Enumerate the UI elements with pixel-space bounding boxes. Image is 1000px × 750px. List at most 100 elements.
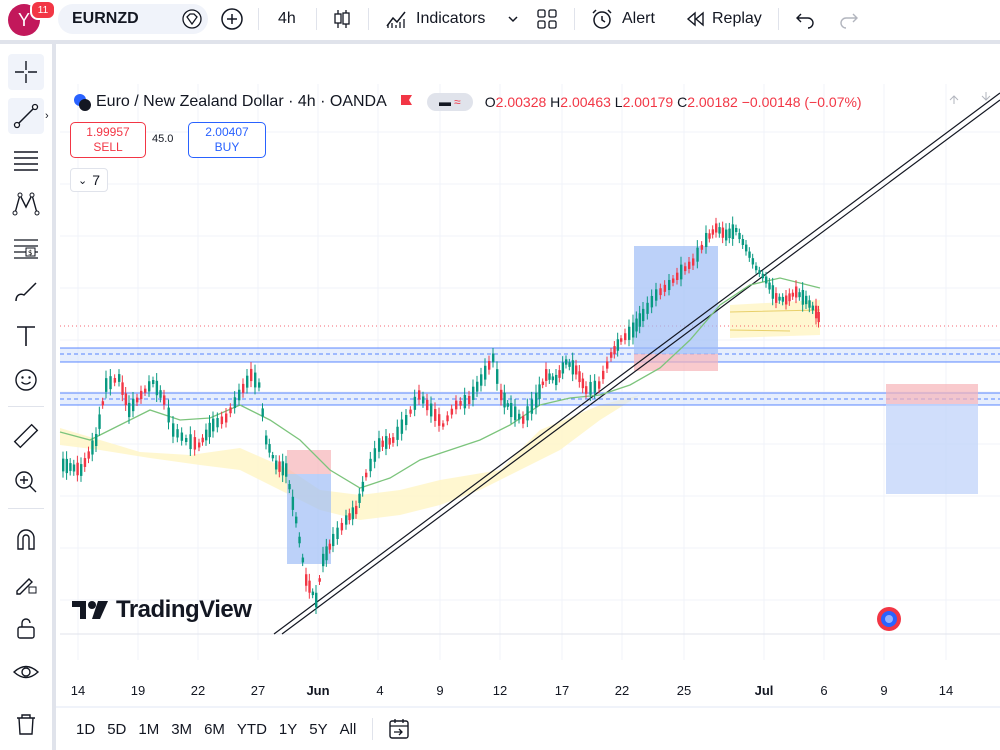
unlock-icon bbox=[17, 618, 35, 639]
magnet-tool[interactable] bbox=[8, 522, 44, 558]
time-label: 17 bbox=[554, 683, 570, 698]
indicators-label: Indicators bbox=[416, 10, 486, 27]
cloud-band bbox=[60, 395, 640, 520]
sell-label: SELL bbox=[93, 140, 123, 154]
arrow-down-icon[interactable] bbox=[981, 92, 991, 101]
resistance-zone bbox=[60, 348, 1000, 362]
forecast-tool[interactable]: $ bbox=[8, 230, 44, 266]
chart-legend: Euro / New Zealand Dollar · 4h · OANDA ▬… bbox=[72, 92, 862, 112]
brush-tool[interactable] bbox=[8, 274, 44, 310]
trend-line-icon bbox=[13, 103, 39, 129]
delete-tool[interactable] bbox=[8, 706, 44, 742]
time-label: 4 bbox=[376, 683, 384, 698]
flag-icon[interactable] bbox=[399, 94, 413, 110]
pattern-tool[interactable] bbox=[8, 186, 44, 222]
range-bar: 1D 5D 1M 3M 6M YTD 1Y 5Y All bbox=[56, 708, 1000, 750]
replay-button[interactable]: Replay bbox=[684, 4, 762, 34]
time-label: 12 bbox=[492, 683, 508, 698]
target-box-2 bbox=[634, 246, 718, 354]
undo-icon bbox=[796, 13, 814, 29]
chevron-down-icon: ⌄ bbox=[77, 174, 88, 187]
tv-logo-icon bbox=[72, 601, 108, 619]
crosshair-tool[interactable] bbox=[8, 54, 44, 90]
time-label: 25 bbox=[676, 683, 692, 698]
range-3m[interactable]: 3M bbox=[171, 720, 193, 738]
emoji-tool[interactable] bbox=[8, 362, 44, 398]
arrow-up-icon[interactable] bbox=[949, 95, 959, 104]
range-5d[interactable]: 5D bbox=[107, 720, 127, 738]
symbol-title: Euro / New Zealand Dollar · 4h · OANDA bbox=[96, 93, 387, 110]
indicators-icon bbox=[386, 11, 406, 28]
open-value: 2.00328 bbox=[495, 94, 547, 110]
measure-tool[interactable] bbox=[8, 418, 44, 454]
magnet-icon bbox=[17, 529, 35, 550]
time-label: Jul bbox=[754, 683, 774, 698]
logo-text: TradingView bbox=[116, 596, 252, 623]
fib-tool[interactable] bbox=[8, 142, 44, 178]
text-tool[interactable] bbox=[8, 318, 44, 354]
trash-icon bbox=[17, 714, 35, 735]
indicators-button[interactable]: Indicators bbox=[384, 4, 485, 34]
sell-button[interactable]: 1.99957 SELL bbox=[70, 122, 146, 158]
range-6m[interactable]: 6M bbox=[204, 720, 225, 738]
buy-label: BUY bbox=[214, 140, 240, 154]
indicator-count: 7 bbox=[92, 172, 100, 188]
buy-price: 2.00407 bbox=[205, 125, 249, 139]
range-1d[interactable]: 1D bbox=[76, 720, 96, 738]
time-label: 9 bbox=[880, 683, 888, 698]
range-1y[interactable]: 1Y bbox=[278, 720, 298, 738]
range-1m[interactable]: 1M bbox=[138, 720, 160, 738]
time-label: 14 bbox=[938, 683, 954, 698]
symbol-search[interactable]: EURNZD bbox=[58, 4, 208, 34]
stop-box-2 bbox=[634, 354, 718, 371]
brush-icon bbox=[15, 282, 37, 302]
layouts-button[interactable] bbox=[536, 4, 558, 34]
grid-icon bbox=[537, 9, 557, 29]
close-value: 2.00182 bbox=[687, 94, 738, 110]
trend-line-tool[interactable] bbox=[8, 98, 44, 134]
range-buttons: 1D 5D 1M 3M 6M YTD 1Y 5Y All bbox=[76, 721, 356, 738]
lock-drawing-tool[interactable] bbox=[8, 566, 44, 602]
redo-icon bbox=[840, 13, 858, 29]
undo-button[interactable] bbox=[794, 4, 816, 34]
range-ytd[interactable]: YTD bbox=[236, 720, 267, 738]
smiley-icon bbox=[15, 369, 37, 391]
compare-button[interactable] bbox=[220, 4, 244, 34]
target-box-3 bbox=[886, 404, 978, 494]
zone-lines bbox=[60, 347, 1000, 363]
chart-type-button[interactable] bbox=[330, 4, 354, 34]
time-label: 14 bbox=[70, 683, 86, 698]
avatar-letter: Y bbox=[17, 9, 30, 30]
indicators-collapse[interactable]: ⌄ 7 bbox=[70, 168, 108, 192]
legend-toggle[interactable]: ▬ ≈ bbox=[426, 93, 473, 111]
lock-all-tool[interactable] bbox=[8, 610, 44, 646]
target-box-1 bbox=[287, 474, 331, 564]
redo-button[interactable] bbox=[838, 4, 860, 34]
pattern-icon bbox=[12, 192, 40, 216]
range-5y[interactable]: 5Y bbox=[309, 720, 328, 738]
chevron-right-icon[interactable]: › bbox=[45, 110, 49, 122]
alert-button[interactable]: Alert bbox=[590, 4, 655, 34]
indicators-dropdown[interactable] bbox=[506, 4, 520, 34]
alarm-clock-icon bbox=[592, 9, 612, 29]
hide-tool[interactable] bbox=[8, 654, 44, 690]
candles-icon bbox=[334, 10, 350, 28]
svg-text:$: $ bbox=[28, 249, 32, 257]
range-all[interactable]: All bbox=[339, 720, 357, 738]
time-label: 22 bbox=[614, 683, 630, 698]
zone-lines-2 bbox=[60, 392, 1000, 406]
date-range-icon[interactable] bbox=[387, 717, 411, 741]
sell-price: 1.99957 bbox=[86, 125, 130, 139]
diamond-icon[interactable] bbox=[182, 9, 202, 29]
zoom-tool[interactable] bbox=[8, 464, 44, 500]
moving-average bbox=[59, 277, 821, 489]
trend-line-lower bbox=[281, 99, 1000, 635]
close-label: C bbox=[677, 94, 688, 110]
pencil-lock-icon bbox=[16, 578, 37, 595]
interval-button[interactable]: 4h bbox=[278, 4, 296, 34]
horizontal-lines-icon bbox=[14, 151, 38, 171]
buy-button[interactable]: 2.00407 BUY bbox=[188, 122, 266, 158]
high-value: 2.00463 bbox=[560, 94, 611, 110]
interval-label: 4h bbox=[278, 10, 296, 27]
